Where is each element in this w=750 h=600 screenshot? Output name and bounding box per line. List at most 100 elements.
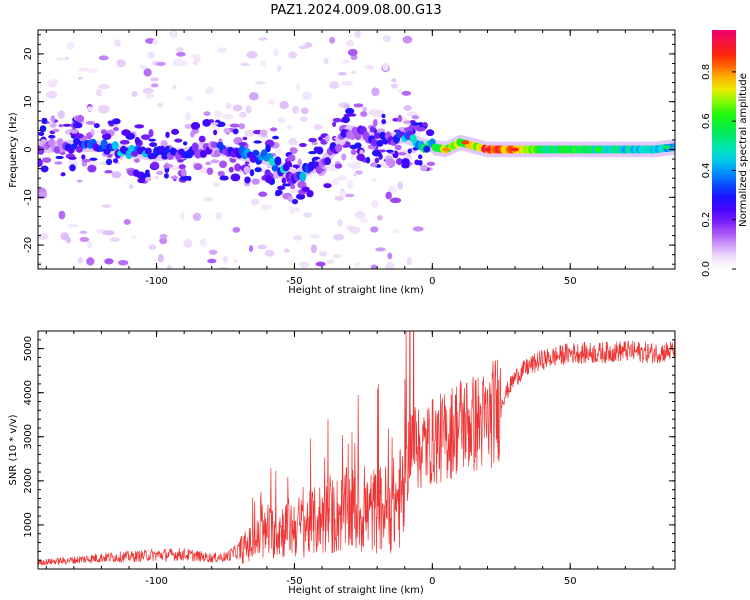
noise-blob xyxy=(372,178,377,183)
noise-blob xyxy=(326,259,335,265)
ridge-scatter xyxy=(362,106,368,112)
ridge-scatter xyxy=(354,142,362,149)
ridge-scatter xyxy=(38,159,43,167)
colorbar-tick-label: 0.2 xyxy=(701,212,712,228)
ridge-scatter xyxy=(119,139,130,145)
ridge-scatter xyxy=(144,176,152,182)
noise-blob xyxy=(286,124,293,131)
ridge-scatter xyxy=(298,143,307,148)
noise-blob xyxy=(166,265,172,269)
noise-blob xyxy=(272,48,279,57)
noise-blob xyxy=(207,258,217,264)
ridge-scatter xyxy=(210,159,220,164)
ridge-core xyxy=(315,165,323,174)
ridge-core xyxy=(199,150,207,158)
noise-blob xyxy=(38,233,49,241)
ridge-core xyxy=(376,139,384,147)
noise-blob xyxy=(402,35,413,44)
ridge-scatter xyxy=(251,178,260,185)
noise-blob xyxy=(376,215,383,221)
ridge-scatter xyxy=(121,129,131,136)
noise-blob xyxy=(67,41,75,50)
snr-xlabel: Height of straight line (km) xyxy=(288,585,424,596)
noise-blob xyxy=(192,61,199,65)
ridge-core xyxy=(53,146,61,154)
ridge-scatter xyxy=(206,167,214,175)
noise-blob xyxy=(139,65,147,70)
colorbar-tick-label: 0.4 xyxy=(701,162,712,178)
ridge-scatter xyxy=(171,128,180,135)
ridge-scatter xyxy=(149,142,158,147)
ridge-scatter xyxy=(38,131,45,136)
ridge-scatter xyxy=(332,117,342,123)
noise-blob xyxy=(304,42,313,48)
noise-blob xyxy=(79,230,88,235)
colorbar-label: Normalized spectral amplitude xyxy=(738,73,749,227)
ridge-scatter xyxy=(272,135,280,140)
ridge-scatter xyxy=(411,115,420,120)
ridge-core xyxy=(75,145,83,153)
ridge-scatter xyxy=(348,113,357,117)
ridge-scatter xyxy=(350,148,357,155)
noise-blob xyxy=(208,249,218,255)
noise-blob xyxy=(371,200,379,209)
ridge-scatter xyxy=(219,160,228,169)
noise-blob xyxy=(233,259,238,264)
ridge-scatter xyxy=(133,158,140,163)
noise-blob xyxy=(232,226,241,233)
ridge-scatter xyxy=(287,154,296,162)
noise-blob xyxy=(232,104,243,112)
noise-blob xyxy=(150,77,160,82)
noise-blob xyxy=(309,234,321,239)
ridge-scatter xyxy=(62,123,72,127)
ridge-scatter xyxy=(70,129,79,134)
ridge-scatter xyxy=(132,169,140,177)
noise-blob xyxy=(57,110,65,119)
ridge-scatter xyxy=(381,118,387,125)
ridge-scatter xyxy=(148,129,154,138)
noise-blob xyxy=(354,30,361,39)
ridge-scatter xyxy=(41,157,52,163)
ridge-scatter xyxy=(378,149,386,153)
ridge-scatter xyxy=(234,163,242,172)
noise-blob xyxy=(183,239,193,248)
ridge-core xyxy=(213,149,221,158)
ridge-peak xyxy=(593,147,602,152)
noise-blob xyxy=(313,124,323,130)
x-tick-label: 0 xyxy=(429,276,435,287)
noise-blob xyxy=(86,240,93,249)
noise-blob xyxy=(157,253,165,263)
ridge-scatter xyxy=(165,131,170,138)
noise-blob xyxy=(344,193,355,198)
noise-blob xyxy=(203,111,211,117)
noise-blob xyxy=(142,87,154,94)
noise-blob xyxy=(292,235,303,241)
noise-blob xyxy=(347,179,354,189)
noise-blob xyxy=(203,196,214,202)
colorbar-tick-label: 0.6 xyxy=(701,113,712,129)
ridge-scatter xyxy=(392,117,399,122)
noise-blob xyxy=(212,181,220,188)
ridge-scatter xyxy=(213,129,218,136)
noise-blob xyxy=(334,196,344,201)
colorbar: 0.0 0.2 0.4 0.6 0.8 Normalized spectral ampl… xyxy=(701,30,749,277)
ridge-scatter xyxy=(353,103,364,108)
ridge-scatter xyxy=(301,186,310,192)
colorbar-gradient xyxy=(712,30,736,269)
ridge-scatter xyxy=(289,147,298,154)
colorbar-ticks: 0.0 0.2 0.4 0.6 0.8 xyxy=(701,64,736,277)
ridge-scatter xyxy=(104,170,113,174)
ridge-core xyxy=(274,156,282,166)
noise-blob xyxy=(175,47,184,53)
noise-blob xyxy=(111,171,122,179)
noise-blob xyxy=(189,54,201,58)
ridge-scatter xyxy=(374,157,380,164)
noise-blob xyxy=(364,64,375,70)
ridge-core xyxy=(100,139,108,149)
noise-blob xyxy=(412,226,424,232)
noise-blob xyxy=(258,191,268,197)
ridge-scatter xyxy=(39,125,47,133)
noise-blob xyxy=(77,256,84,264)
ridge-scatter xyxy=(249,169,255,177)
ridge-scatter xyxy=(230,173,241,182)
